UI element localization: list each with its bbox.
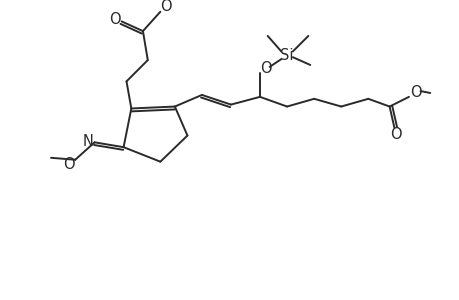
Text: O: O [390, 127, 401, 142]
Text: O: O [63, 157, 75, 172]
Text: O: O [409, 85, 420, 100]
Text: O: O [109, 12, 120, 27]
Text: N: N [82, 134, 93, 149]
Text: O: O [160, 0, 172, 14]
Text: O: O [259, 61, 271, 76]
Text: Si: Si [280, 48, 293, 63]
